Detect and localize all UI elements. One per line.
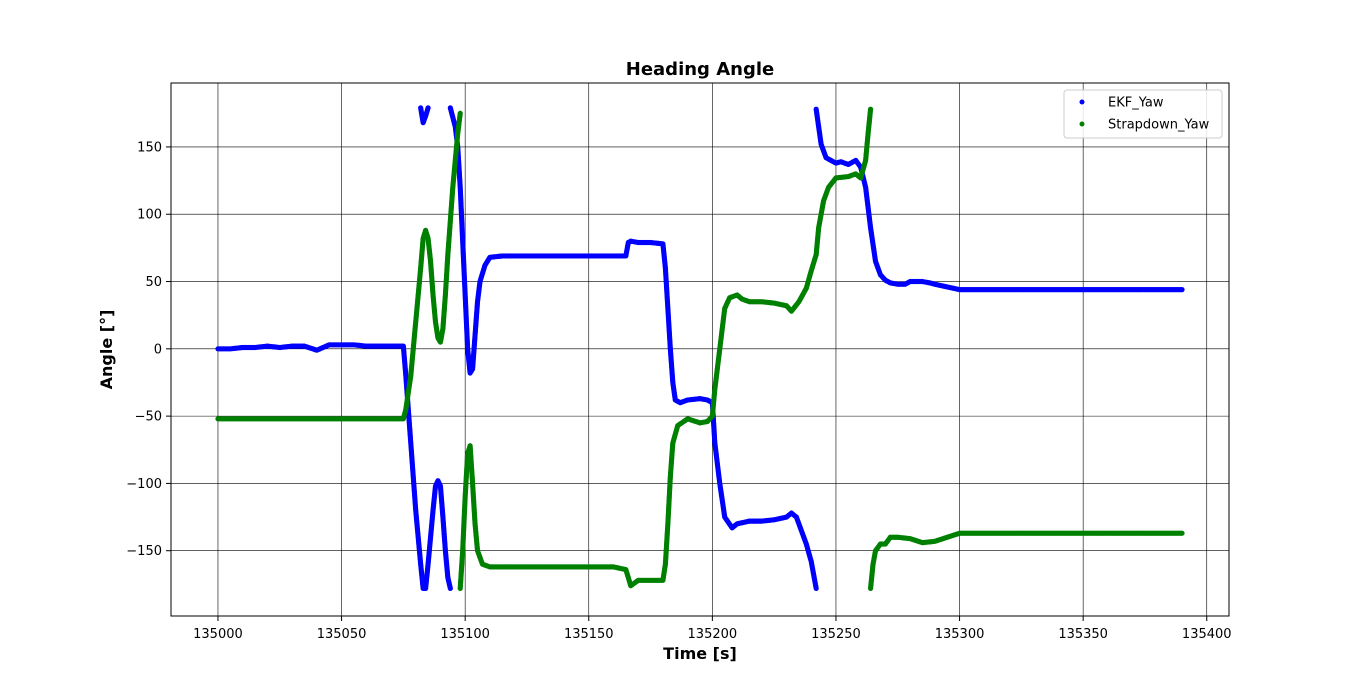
x-tick-label: 135200 bbox=[688, 627, 738, 642]
series-strapdown-yaw bbox=[215, 106, 1185, 592]
y-tick-label: 50 bbox=[145, 275, 162, 290]
data-point bbox=[447, 585, 453, 592]
data-point bbox=[1179, 530, 1185, 536]
y-axis-label: Angle [°] bbox=[97, 310, 116, 390]
data-point bbox=[813, 585, 819, 592]
x-tick-label: 135250 bbox=[811, 627, 861, 642]
x-tick-label: 135300 bbox=[935, 627, 985, 642]
x-tick-label: 135150 bbox=[564, 627, 614, 642]
data-points bbox=[215, 105, 1185, 592]
x-tick-label: 135000 bbox=[193, 627, 243, 642]
data-point bbox=[457, 110, 463, 116]
data-point bbox=[1179, 287, 1185, 293]
legend-box bbox=[1063, 89, 1223, 139]
series-ekf-yaw bbox=[215, 105, 1185, 592]
legend-marker-ekf-yaw bbox=[1079, 99, 1085, 105]
ticks: 135000 135050 135100 135150 135200 135250 1353… bbox=[126, 140, 1231, 642]
y-tick-label: −50 bbox=[135, 410, 162, 425]
y-tick-label: −100 bbox=[126, 477, 162, 492]
legend-label-strapdown-yaw: Strapdown_Yaw bbox=[1108, 118, 1210, 133]
x-tick-label: 135050 bbox=[317, 627, 367, 642]
y-tick-label: 0 bbox=[154, 342, 162, 357]
y-tick-label: −150 bbox=[126, 544, 162, 559]
legend: EKF_Yaw Strapdown_Yaw bbox=[1063, 89, 1223, 139]
data-point bbox=[425, 105, 431, 111]
y-tick-label: 150 bbox=[137, 140, 162, 155]
y-tick-label: 100 bbox=[137, 208, 162, 223]
chart-title: Heading Angle bbox=[626, 59, 774, 80]
x-tick-label: 135350 bbox=[1058, 627, 1108, 642]
legend-marker-strapdown-yaw bbox=[1079, 121, 1085, 127]
plot-frame bbox=[170, 82, 1230, 617]
x-tick-label: 135100 bbox=[440, 627, 490, 642]
x-tick-label: 135400 bbox=[1182, 627, 1232, 642]
grid bbox=[171, 83, 1229, 616]
x-axis-label: Time [s] bbox=[663, 644, 737, 663]
data-point bbox=[867, 106, 874, 112]
legend-label-ekf-yaw: EKF_Yaw bbox=[1108, 96, 1164, 111]
